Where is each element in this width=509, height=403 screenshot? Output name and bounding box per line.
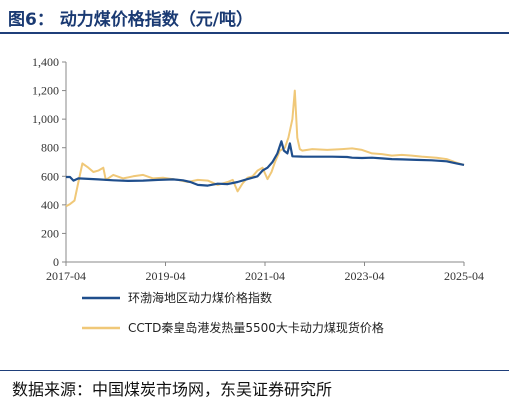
- x-axis: 2017-04 2019-04 2021-04 2023-04 2025-04: [46, 261, 484, 283]
- legend-label-0: 环渤海地区动力煤价格指数: [128, 290, 272, 305]
- series-line-1: [65, 89, 465, 208]
- series-line-0: [66, 140, 465, 187]
- line-chart: 0 200 400 600 800 1,000 1,200 1,400 2017-04 2019…: [32, 55, 484, 335]
- source-rule: [0, 370, 509, 371]
- chart-title: 图6： 动力煤价格指数（元/吨）: [8, 10, 253, 30]
- legend-label-1: CCTD秦皇岛港发热量5500大卡动力煤现货价格: [128, 320, 384, 335]
- y-tick-label: 200: [41, 226, 59, 240]
- series-layer: [65, 89, 465, 208]
- x-tick-label: 2023-04: [345, 269, 385, 283]
- title-rule: [0, 32, 509, 34]
- x-tick-label: 2019-04: [146, 269, 186, 283]
- y-tick-label: 1,200: [32, 84, 59, 98]
- y-tick-label: 600: [41, 169, 59, 183]
- y-tick-label: 1,400: [32, 55, 59, 69]
- y-tick-label: 800: [41, 141, 59, 155]
- legend: 环渤海地区动力煤价格指数 CCTD秦皇岛港发热量5500大卡动力煤现货价格: [82, 290, 384, 335]
- x-tick-label: 2021-04: [245, 269, 285, 283]
- data-source: 数据来源：中国煤炭市场网，东吴证券研究所: [12, 380, 333, 399]
- y-tick-label: 400: [41, 198, 59, 212]
- y-axis: 0 200 400 600 800 1,000 1,200 1,400: [32, 55, 67, 269]
- y-tick-label: 1,000: [32, 112, 59, 126]
- y-tick-label: 0: [53, 255, 59, 269]
- x-tick-label: 2025-04: [444, 269, 484, 283]
- x-tick-label: 2017-04: [46, 269, 86, 283]
